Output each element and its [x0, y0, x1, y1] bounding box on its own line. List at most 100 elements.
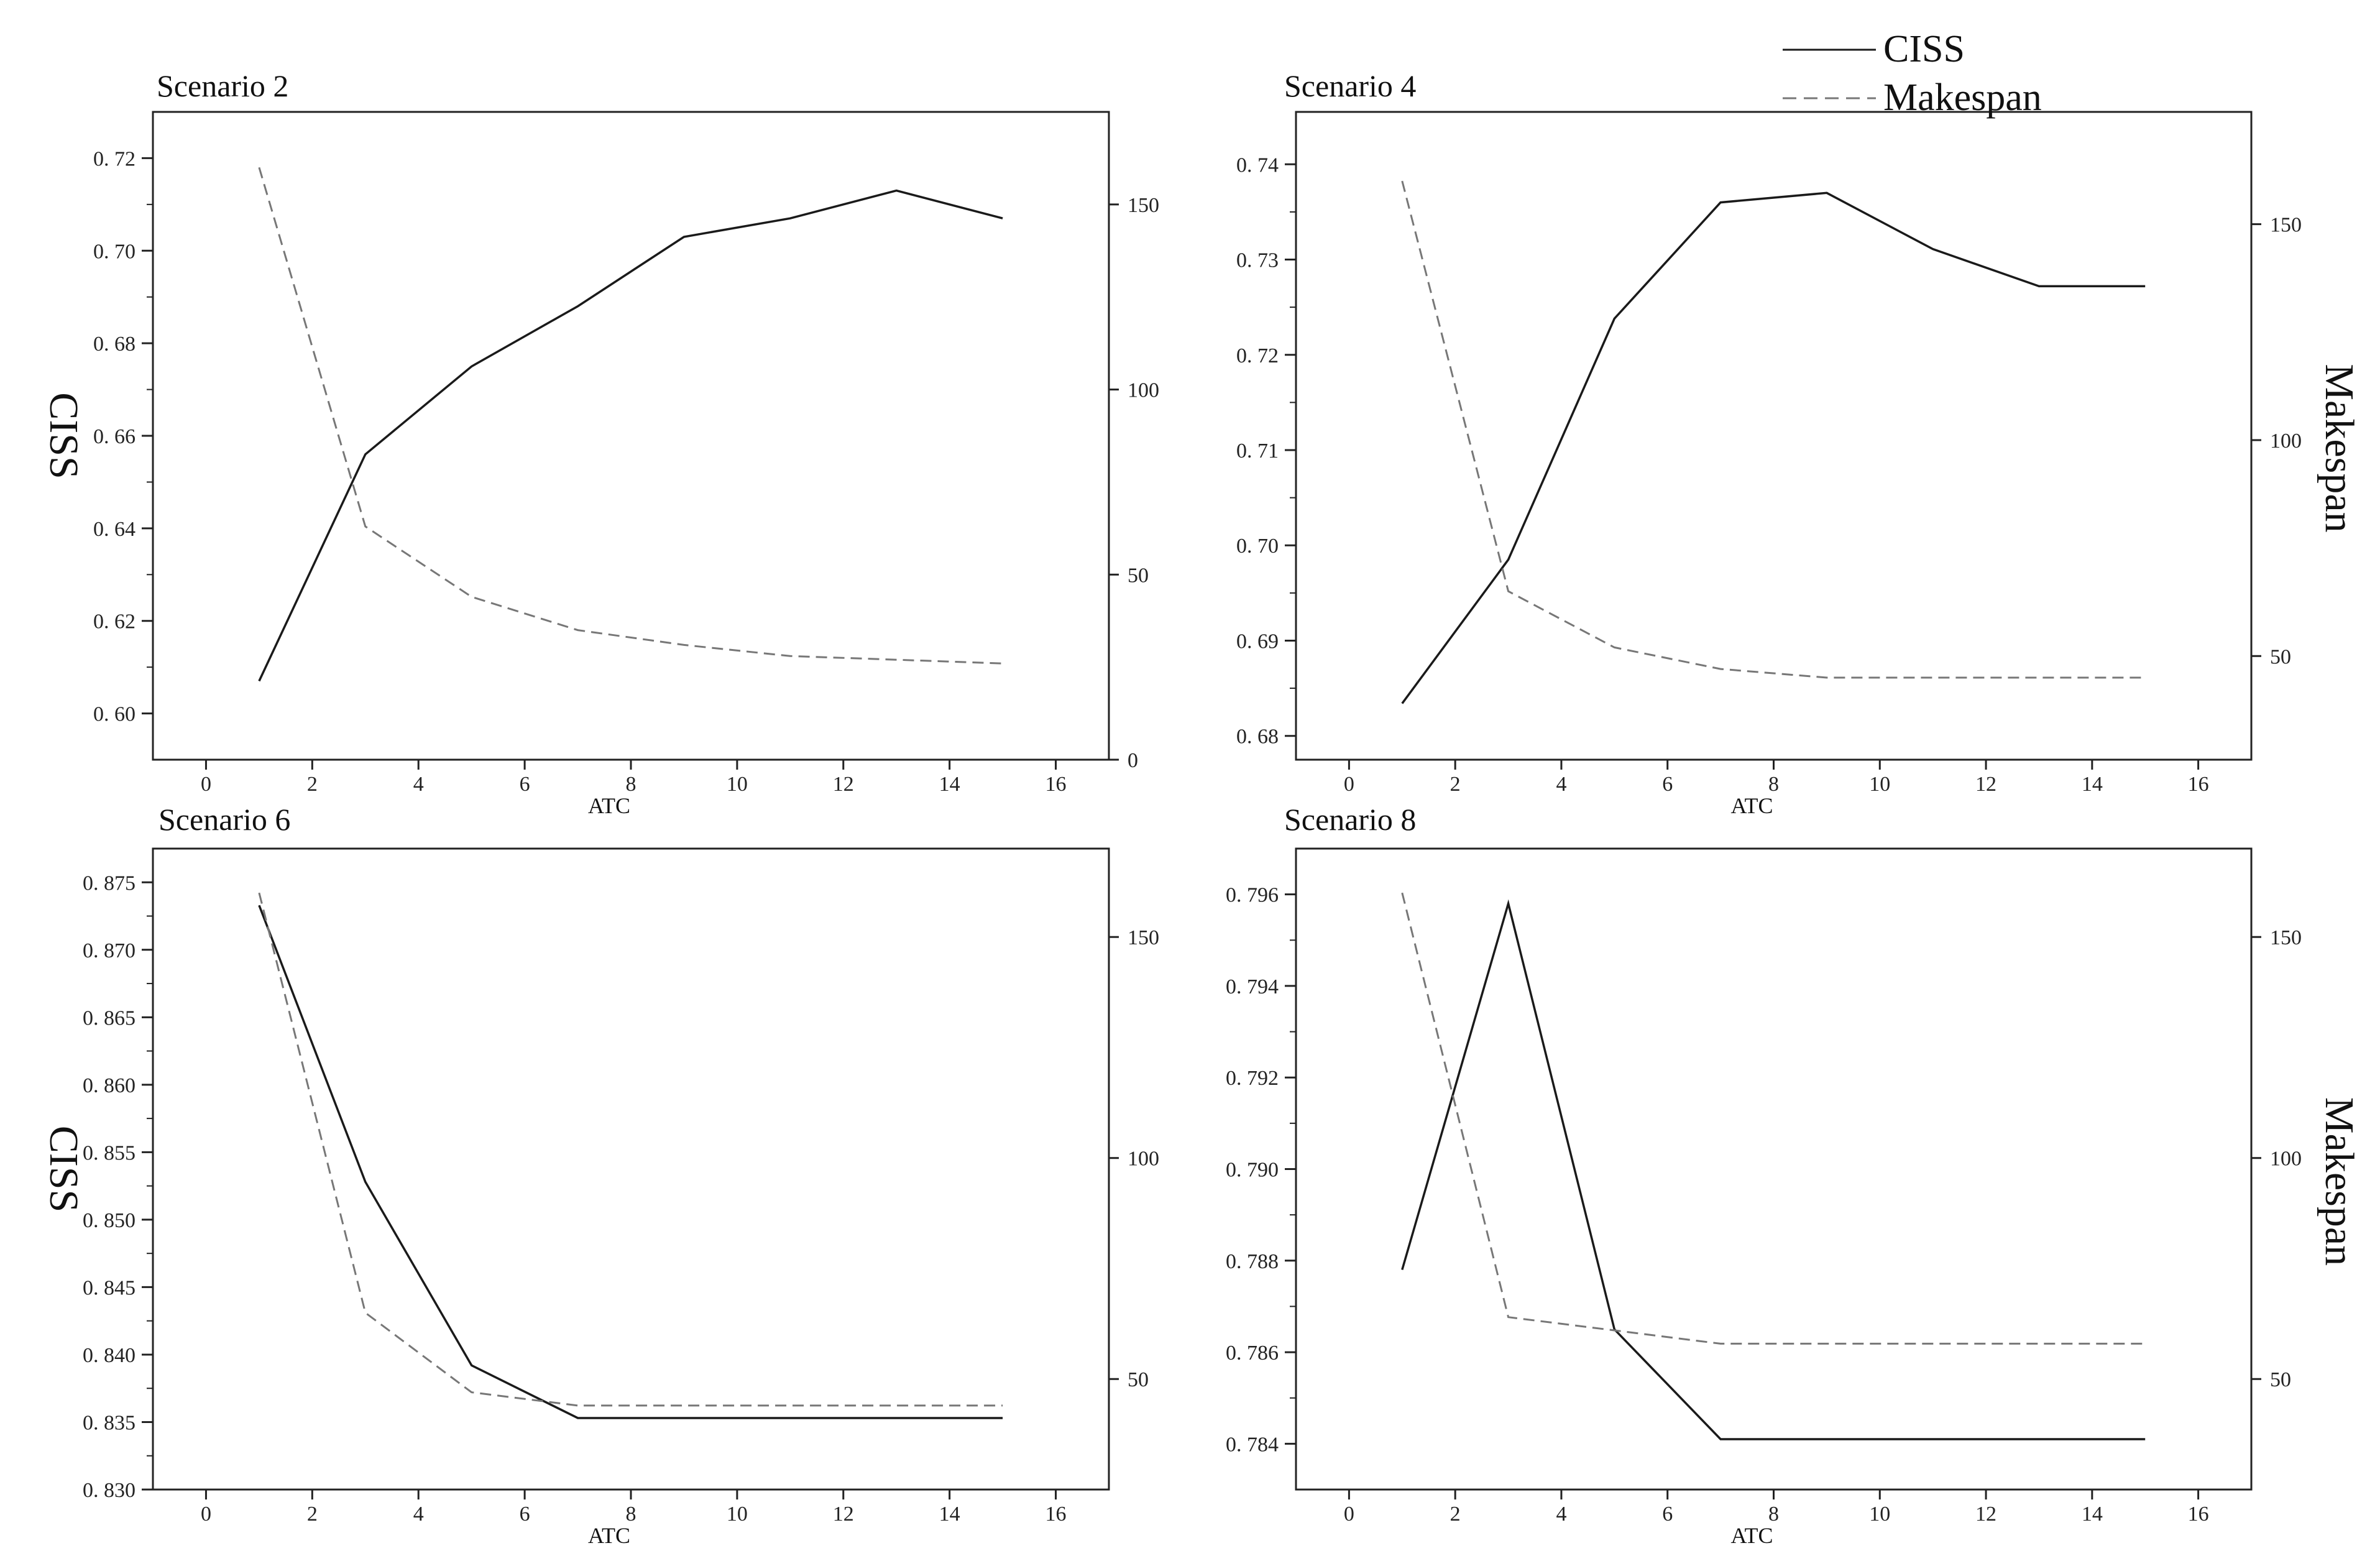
x-tick-label: 8: [1768, 1503, 1779, 1526]
makespan-line: [258, 892, 1003, 1407]
y2-axis-title: Makespan: [2317, 364, 2362, 532]
makespan-line: [1401, 892, 2146, 1345]
x-tick-label: 14: [2082, 773, 2103, 796]
y-tick-label: 0. 835: [83, 1411, 136, 1434]
x-tick-label: 0: [201, 1503, 211, 1526]
y2-tick-label: 150: [2270, 214, 2302, 237]
x-tick-label: 2: [307, 1503, 318, 1526]
y2-tick-label: 50: [1128, 1368, 1149, 1391]
x-tick-label: 0: [1344, 1503, 1354, 1526]
x-tick-label: 4: [413, 773, 424, 796]
chart-panels: Scenario 2 0 2 4 6 8 10 12 14 16 ATC 0. 60 0. 62 0. 6…: [41, 68, 2362, 1548]
chart-panel-1: Scenario 2 0 2 4 6 8 10 12 14 16 ATC 0. 60 0. 62 0. 6…: [41, 68, 1159, 818]
x-tick-label: 4: [1556, 1503, 1566, 1526]
y2-tick-label: 150: [1128, 194, 1159, 217]
y-tick-label: 0. 60: [93, 703, 136, 726]
y-tick-label: 0. 66: [93, 425, 136, 448]
x-tick-label: 12: [833, 1503, 854, 1526]
y-tick-label: 0. 865: [83, 1006, 136, 1029]
x-tick-label: 6: [1662, 773, 1673, 796]
x-axis-title: ATC: [588, 1523, 630, 1548]
x-tick-label: 10: [727, 1503, 748, 1526]
x-tick-label: 6: [1662, 1503, 1673, 1526]
y-tick-label: 0. 790: [1226, 1159, 1279, 1182]
y-tick-label: 0. 784: [1226, 1433, 1279, 1456]
panel-title: Scenario 2: [157, 68, 288, 103]
panel-title: Scenario 4: [1284, 68, 1416, 103]
x-tick-label: 12: [833, 773, 854, 796]
y2-tick-label: 0: [1128, 749, 1138, 772]
y-tick-label: 0. 875: [83, 872, 136, 895]
x-tick-label: 16: [1045, 1503, 1067, 1526]
x-tick-label: 14: [939, 1503, 960, 1526]
y-tick-label: 0. 70: [93, 240, 136, 263]
y-tick-label: 0. 73: [1236, 249, 1279, 272]
x-tick-label: 10: [727, 773, 748, 796]
x-tick-label: 2: [1450, 773, 1461, 796]
y2-tick-label: 50: [2270, 1368, 2291, 1391]
y-tick-label: 0. 72: [1236, 344, 1279, 367]
legend: CISS Makespan: [1783, 28, 2042, 119]
y-tick-label: 0. 788: [1226, 1250, 1279, 1273]
x-tick-label: 12: [1975, 1503, 1996, 1526]
panel-title: Scenario 8: [1284, 802, 1416, 837]
y-tick-label: 0. 68: [93, 333, 136, 356]
y2-axis-title: Makespan: [2317, 1097, 2362, 1266]
y-tick-label: 0. 69: [1236, 630, 1279, 653]
y-tick-label: 0. 850: [83, 1209, 136, 1232]
y-tick-label: 0. 792: [1226, 1067, 1279, 1090]
legend-makespan-label: Makespan: [1883, 76, 2042, 119]
ciss-line: [258, 905, 1003, 1419]
x-tick-label: 14: [939, 773, 960, 796]
y-axis-title: CISS: [41, 392, 86, 479]
ciss-line: [1401, 191, 2146, 704]
x-tick-label: 2: [307, 773, 318, 796]
y2-tick-label: 50: [1128, 564, 1149, 587]
x-axis-title: ATC: [1730, 1523, 1773, 1548]
y-tick-label: 0. 68: [1236, 725, 1279, 748]
chart-panel-4: Scenario 8 0 2 4 6 8 10 12 14 16 ATC 0. 784 0. 786 0.…: [1226, 802, 2362, 1548]
x-axis-title: ATC: [1730, 793, 1773, 818]
y-tick-label: 0. 71: [1236, 440, 1279, 463]
y2-tick-label: 100: [1128, 1148, 1159, 1171]
chart-panel-2: Scenario 4 0 2 4 6 8 10 12 14 16 ATC 0. 68 0. 69 0. 7…: [1236, 68, 2362, 818]
plot-frame: [1295, 847, 2253, 1491]
chart-panel-3: Scenario 6 0 2 4 6 8 10 12 14 16 ATC 0. 830 0. 835 0.…: [41, 802, 1159, 1548]
x-tick-label: 6: [520, 773, 530, 796]
x-tick-label: 8: [1768, 773, 1779, 796]
makespan-line: [258, 167, 1003, 665]
y2-tick-label: 100: [1128, 379, 1159, 402]
x-tick-label: 10: [1869, 773, 1890, 796]
y-tick-label: 0. 64: [93, 518, 136, 541]
y-tick-label: 0. 794: [1226, 975, 1279, 998]
y-tick-label: 0. 786: [1226, 1342, 1279, 1365]
x-tick-label: 4: [1556, 773, 1566, 796]
x-tick-label: 0: [201, 773, 211, 796]
x-tick-label: 16: [2188, 1503, 2209, 1526]
y-tick-label: 0. 70: [1236, 535, 1279, 558]
y-tick-label: 0. 870: [83, 939, 136, 962]
y-tick-label: 0. 860: [83, 1074, 136, 1097]
y-tick-label: 0. 72: [93, 147, 136, 170]
y-tick-label: 0. 845: [83, 1276, 136, 1299]
plot-frame: [152, 847, 1110, 1491]
y-tick-label: 0. 830: [83, 1479, 136, 1502]
x-tick-label: 16: [1045, 773, 1067, 796]
x-tick-label: 8: [626, 1503, 636, 1526]
makespan-line: [1401, 180, 2146, 679]
y-tick-label: 0. 62: [93, 610, 136, 633]
x-tick-label: 8: [626, 773, 636, 796]
x-tick-label: 16: [2188, 773, 2209, 796]
x-axis-title: ATC: [588, 793, 630, 818]
x-tick-label: 2: [1450, 1503, 1461, 1526]
plot-frame: [1295, 111, 2253, 761]
y-tick-label: 0. 840: [83, 1344, 136, 1367]
y2-tick-label: 150: [2270, 926, 2302, 949]
legend-ciss-label: CISS: [1883, 28, 1965, 70]
y2-tick-label: 100: [2270, 430, 2302, 453]
y2-tick-label: 50: [2270, 645, 2291, 668]
panel-title: Scenario 6: [159, 802, 290, 837]
ciss-line: [1401, 899, 2146, 1440]
y-tick-label: 0. 855: [83, 1141, 136, 1164]
